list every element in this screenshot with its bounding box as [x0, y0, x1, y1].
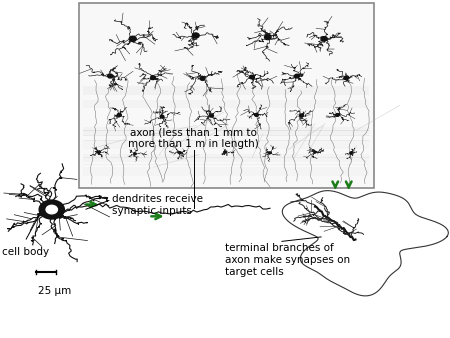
Circle shape	[179, 152, 181, 154]
Text: terminal branches of
axon make synapses on
target cells: terminal branches of axon make synapses …	[225, 243, 350, 276]
Circle shape	[129, 36, 136, 42]
Bar	[79, 3, 374, 188]
Bar	[83, 167, 369, 176]
Circle shape	[344, 76, 349, 79]
Circle shape	[314, 151, 316, 153]
Circle shape	[200, 76, 205, 80]
Bar	[83, 100, 369, 108]
Circle shape	[336, 114, 339, 116]
Circle shape	[269, 152, 271, 154]
Circle shape	[250, 75, 254, 79]
Circle shape	[321, 37, 327, 41]
Circle shape	[151, 76, 155, 79]
Circle shape	[98, 151, 100, 153]
Bar	[83, 86, 369, 95]
Bar	[83, 127, 369, 135]
Text: dendrites receive
synaptic inputs: dendrites receive synaptic inputs	[112, 194, 203, 216]
Circle shape	[300, 114, 303, 117]
Text: cell body: cell body	[2, 247, 50, 257]
Bar	[83, 154, 369, 162]
Circle shape	[46, 205, 58, 214]
Circle shape	[295, 74, 299, 78]
Bar	[83, 140, 369, 149]
Circle shape	[265, 35, 271, 40]
Circle shape	[210, 114, 213, 117]
Text: axon (less than 1 mm to
more than 1 m in length): axon (less than 1 mm to more than 1 m in…	[128, 127, 259, 149]
Circle shape	[39, 200, 64, 219]
Circle shape	[160, 115, 164, 118]
Circle shape	[117, 114, 122, 116]
Circle shape	[224, 151, 226, 153]
Text: 25 μm: 25 μm	[38, 286, 72, 296]
Circle shape	[255, 114, 258, 116]
Circle shape	[193, 33, 199, 38]
Circle shape	[350, 152, 352, 154]
Circle shape	[108, 74, 113, 78]
Circle shape	[134, 153, 136, 155]
